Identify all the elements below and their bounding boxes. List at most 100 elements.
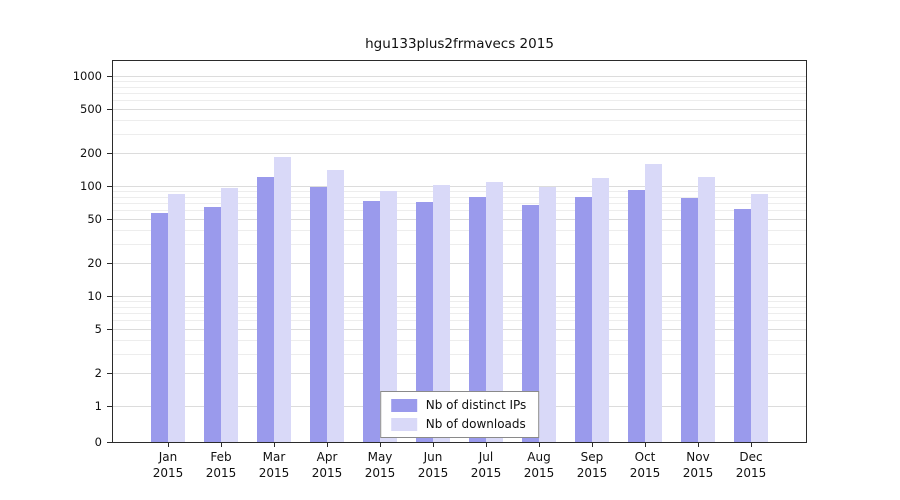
gridline [113, 230, 806, 231]
y-tick-mark [107, 373, 112, 374]
y-tick-mark [107, 406, 112, 407]
y-tick-mark [107, 186, 112, 187]
bar-downloads-jul [486, 182, 503, 442]
gridline [113, 244, 806, 245]
x-tick-mark [645, 443, 646, 447]
x-tick-mark [221, 443, 222, 447]
y-tick-mark [107, 442, 112, 443]
y-tick-mark [107, 296, 112, 297]
bar-distinct-ips-feb [204, 207, 221, 442]
gridline [113, 81, 806, 82]
y-tick-label: 20 [87, 255, 102, 270]
bar-distinct-ips-jan [151, 213, 168, 442]
bar-downloads-oct [645, 164, 662, 442]
gridline [113, 354, 806, 355]
x-tick-label: Apr 2015 [311, 450, 343, 480]
bar-distinct-ips-mar [257, 177, 274, 442]
legend-label-distinct-ips: Nb of distinct IPs [425, 398, 527, 412]
bar-downloads-nov [698, 177, 715, 442]
legend: Nb of distinct IPs Nb of downloads [379, 391, 540, 438]
x-tick-label: Feb 2015 [205, 450, 237, 480]
chart-title: hgu133plus2frmavecs 2015 [365, 36, 554, 52]
x-tick-mark [751, 443, 752, 447]
bar-downloads-aug [539, 187, 556, 442]
gridline [113, 109, 806, 110]
bar-distinct-ips-jun [416, 202, 433, 442]
gridline [113, 153, 806, 154]
gridline [113, 76, 806, 77]
gridline [113, 301, 806, 302]
y-tick-label: 1 [94, 399, 102, 413]
x-tick-label: May 2015 [364, 450, 396, 480]
x-tick-label: Jan 2015 [152, 450, 184, 480]
gridline [113, 203, 806, 204]
x-tick-label: Aug 2015 [523, 450, 555, 480]
gridline [113, 186, 806, 187]
gridline [113, 329, 806, 330]
x-tick-label: Sep 2015 [576, 450, 608, 480]
gridline [113, 263, 806, 264]
gridline [113, 100, 806, 101]
legend-label-downloads: Nb of downloads [425, 417, 526, 431]
gridline [113, 373, 806, 374]
y-tick-label: 10 [87, 289, 102, 303]
gridline [113, 120, 806, 121]
legend-row-downloads: Nb of downloads [390, 417, 527, 431]
gridline [113, 191, 806, 192]
y-tick-label: 50 [87, 212, 102, 227]
y-tick-label: 2 [94, 365, 102, 380]
bar-downloads-may [380, 191, 397, 442]
legend-row-distinct-ips: Nb of distinct IPs [390, 398, 527, 412]
y-tick-label: 5 [94, 322, 102, 337]
legend-swatch-downloads [390, 417, 417, 431]
x-tick-mark [380, 443, 381, 447]
plot-area: Nb of distinct IPs Nb of downloads [112, 60, 807, 443]
x-tick-label: Nov 2015 [682, 450, 714, 480]
bar-downloads-sep [592, 178, 609, 442]
gridline [113, 87, 806, 88]
x-tick-mark [274, 443, 275, 447]
y-tick-label: 1000 [72, 69, 102, 83]
bar-distinct-ips-sep [575, 197, 592, 442]
gridline [113, 93, 806, 94]
bar-distinct-ips-oct [628, 190, 645, 442]
bar-downloads-feb [221, 188, 238, 442]
gridline [113, 296, 806, 297]
x-tick-mark [327, 443, 328, 447]
bar-downloads-apr [327, 170, 344, 442]
y-tick-label: 200 [80, 145, 102, 160]
x-tick-label: Oct 2015 [629, 450, 661, 480]
gridline [113, 307, 806, 308]
y-tick-mark [107, 263, 112, 264]
bar-downloads-mar [274, 157, 291, 442]
bar-distinct-ips-apr [310, 187, 327, 442]
bar-distinct-ips-dec [734, 209, 751, 442]
y-tick-mark [107, 219, 112, 220]
gridline [113, 340, 806, 341]
y-tick-label: 0 [94, 435, 102, 449]
gridline [113, 313, 806, 314]
x-tick-mark [539, 443, 540, 447]
y-tick-mark [107, 329, 112, 330]
y-tick-label: 100 [80, 179, 102, 193]
gridline [113, 134, 806, 135]
x-tick-mark [486, 443, 487, 447]
y-tick-mark [107, 153, 112, 154]
bar-downloads-jan [168, 194, 185, 442]
x-tick-mark [168, 443, 169, 447]
y-tick-label: 500 [80, 102, 102, 117]
bar-distinct-ips-aug [522, 205, 539, 442]
gridline [113, 320, 806, 321]
x-tick-mark [698, 443, 699, 447]
bar-distinct-ips-may [363, 201, 380, 442]
bar-downloads-dec [751, 194, 768, 442]
gridline [113, 219, 806, 220]
y-tick-mark [107, 109, 112, 110]
x-tick-label: Jul 2015 [470, 450, 502, 480]
bar-distinct-ips-nov [681, 198, 698, 442]
bar-downloads-jun [433, 185, 450, 442]
x-tick-mark [433, 443, 434, 447]
legend-swatch-distinct-ips [390, 398, 417, 412]
y-tick-mark [107, 76, 112, 77]
x-tick-label: Jun 2015 [417, 450, 449, 480]
